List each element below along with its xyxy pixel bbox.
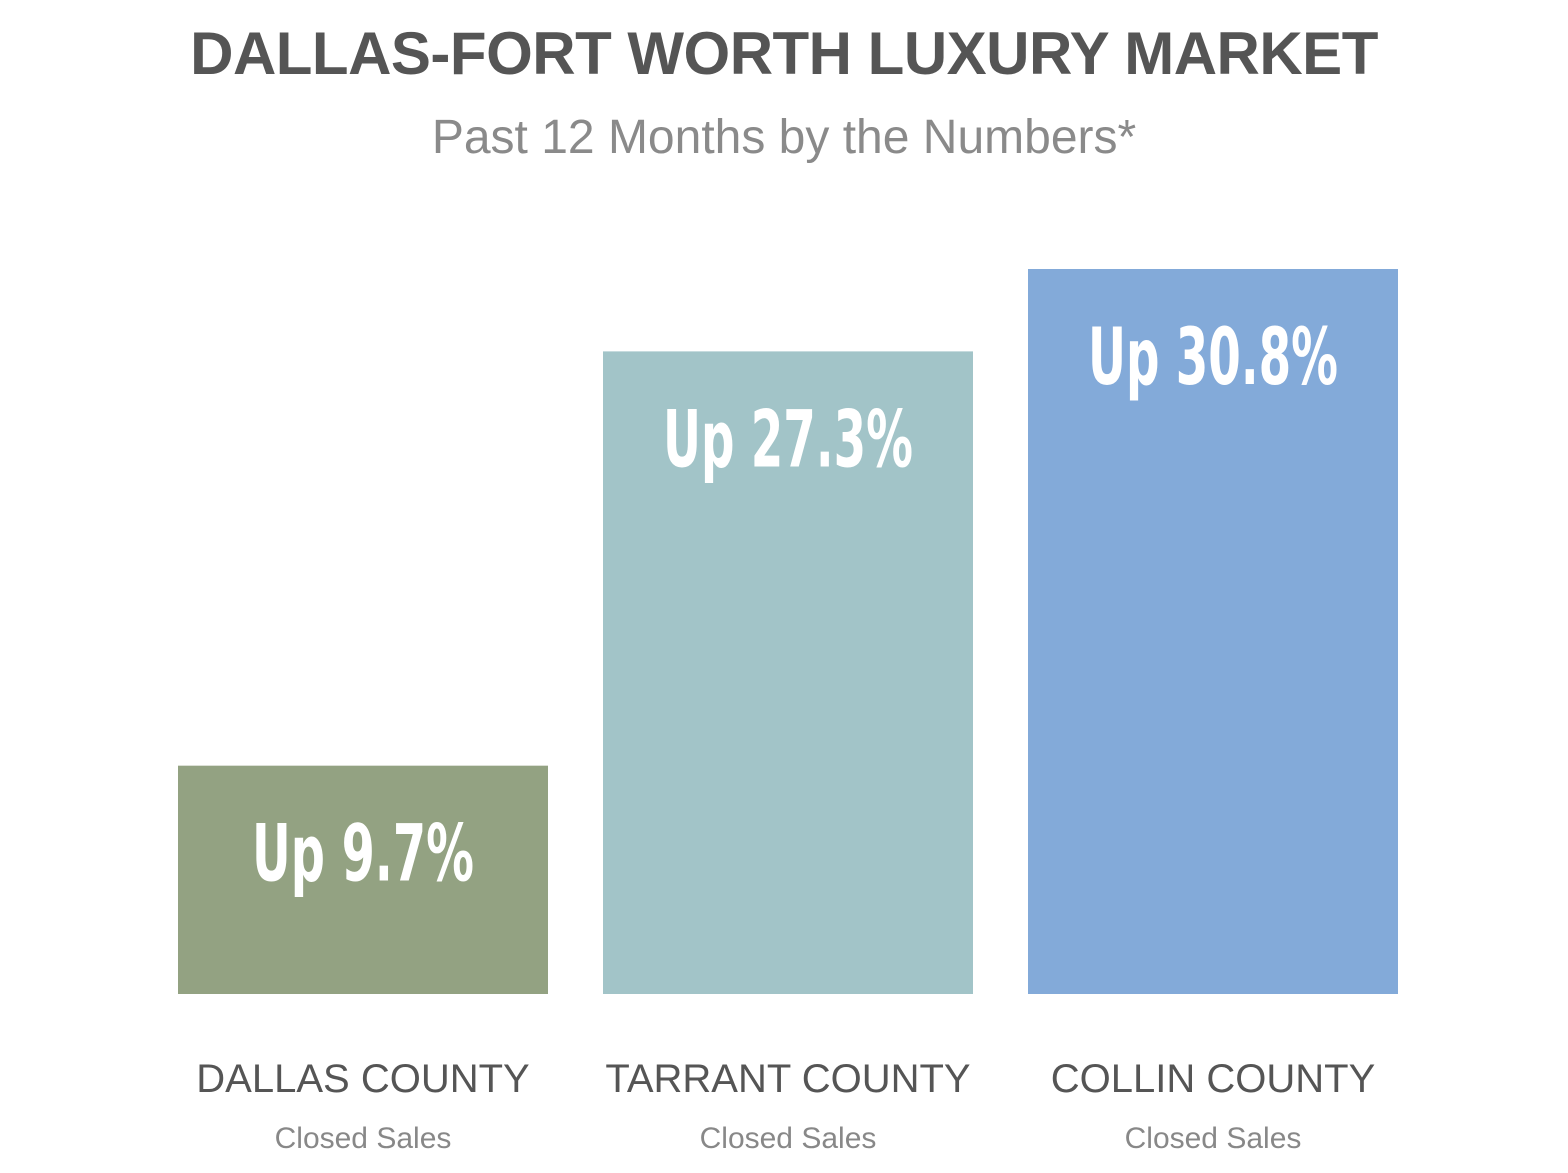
bar-3 xyxy=(1028,269,1398,994)
category-label-2: TARRANT COUNTY xyxy=(605,1057,970,1101)
category-label-3: COLLIN COUNTY xyxy=(1051,1057,1376,1101)
category-sublabel-2: Closed Sales xyxy=(700,1122,877,1155)
bar-2 xyxy=(603,351,973,994)
bar-value-label-3: Up 30.8% xyxy=(1088,313,1338,403)
category-label-1: DALLAS COUNTY xyxy=(196,1057,529,1101)
bar-1 xyxy=(178,765,548,994)
bar-value-label-2: Up 27.3% xyxy=(663,395,913,485)
category-sublabel-1: Closed Sales xyxy=(275,1122,452,1155)
chart-title: DALLAS-FORT WORTH LUXURY MARKET xyxy=(190,20,1378,87)
category-sublabel-3: Closed Sales xyxy=(1125,1122,1302,1155)
chart-subtitle: Past 12 Months by the Numbers* xyxy=(431,111,1137,164)
bar-value-label-1: Up 9.7% xyxy=(252,810,474,900)
